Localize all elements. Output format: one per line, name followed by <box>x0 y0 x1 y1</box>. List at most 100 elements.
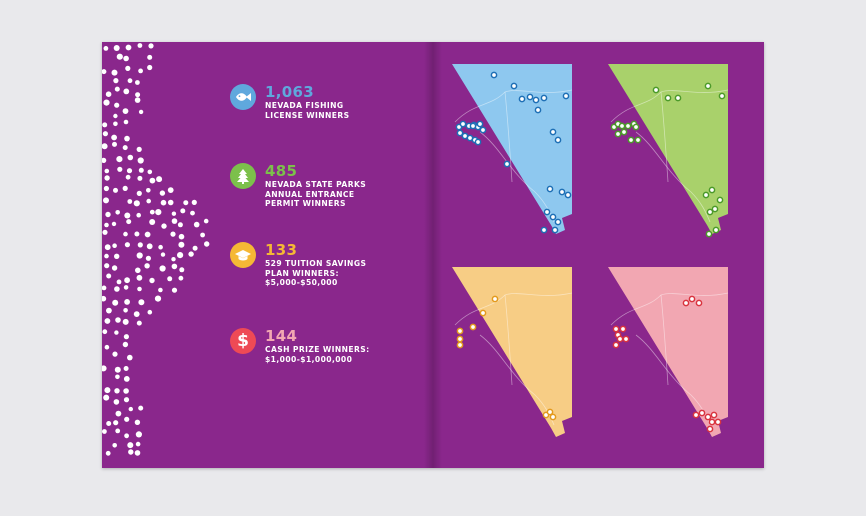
pattern-dot <box>171 287 178 293</box>
pattern-dot <box>104 222 109 228</box>
stat-number: 485 <box>265 162 298 180</box>
winner-marker <box>491 295 499 303</box>
pattern-dot <box>123 88 130 95</box>
pattern-dot <box>104 263 110 269</box>
pattern-dot <box>106 421 112 426</box>
pattern-dot <box>102 143 108 150</box>
winner-marker <box>456 129 464 137</box>
pattern-dot <box>124 416 130 422</box>
pattern-dot <box>137 242 143 248</box>
winner-marker <box>543 208 551 216</box>
pattern-dot <box>113 187 118 193</box>
winner-marker <box>456 327 464 335</box>
nevada-map-shape <box>452 64 572 234</box>
nevada-map-shape <box>608 267 728 437</box>
winner-marker <box>620 128 628 136</box>
pattern-dot <box>134 231 140 237</box>
winner-marker <box>618 122 626 130</box>
pattern-dot <box>136 274 143 281</box>
winner-marker <box>627 136 635 144</box>
pattern-dot <box>133 311 140 317</box>
winner-marker <box>479 126 487 134</box>
pattern-dot <box>105 91 112 97</box>
pattern-dot <box>104 175 110 181</box>
pattern-dot <box>170 231 176 237</box>
winner-marker <box>540 226 548 234</box>
pattern-dot <box>133 200 140 207</box>
pattern-dot <box>123 334 129 340</box>
pattern-dot <box>123 231 128 237</box>
pattern-dot <box>159 265 166 272</box>
pattern-dot <box>135 441 141 447</box>
pattern-dot <box>122 145 128 151</box>
winner-marker <box>614 130 622 138</box>
winner-marker <box>712 226 720 234</box>
winner-marker <box>622 335 630 343</box>
pattern-dot <box>144 263 150 269</box>
pattern-dot <box>137 286 142 292</box>
pattern-dot <box>102 295 107 302</box>
winner-marker <box>664 94 672 102</box>
pattern-dot <box>114 102 120 108</box>
winner-marker <box>716 196 724 204</box>
pattern-dot <box>191 199 197 205</box>
pattern-dot <box>105 450 111 456</box>
pattern-dot <box>138 299 145 306</box>
pattern-dot <box>122 108 129 114</box>
pattern-dot <box>190 210 195 216</box>
pattern-dot <box>149 209 155 215</box>
pattern-dot <box>115 428 121 434</box>
pattern-dot <box>124 135 130 142</box>
pattern-dot <box>113 399 120 405</box>
road-line <box>454 89 573 123</box>
pattern-dot <box>124 277 130 284</box>
pattern-dot <box>148 43 154 49</box>
pattern-dot <box>144 231 151 238</box>
stat-fishing: 1,063 NEVADA FISHING LICENSE WINNERS <box>230 84 350 120</box>
pattern-dot <box>123 397 130 403</box>
dollar-icon: $ <box>230 328 256 354</box>
pattern-dot <box>167 199 174 206</box>
pattern-dot <box>138 68 143 74</box>
dot-pattern <box>102 43 210 456</box>
pattern-dot <box>200 232 205 238</box>
pattern-dot <box>115 410 122 417</box>
pattern-dot <box>104 253 109 259</box>
pattern-dot <box>111 265 118 271</box>
pattern-dot <box>123 55 129 62</box>
pattern-dot <box>146 243 153 250</box>
winner-marker <box>718 92 726 100</box>
pattern-dot <box>161 223 167 229</box>
pattern-dot <box>178 241 185 248</box>
pattern-dot <box>136 190 142 196</box>
pattern-dot <box>111 134 117 141</box>
pattern-dot <box>122 318 129 325</box>
pattern-dot <box>116 156 123 163</box>
stat-number: 133 <box>265 241 298 259</box>
stat-label: NEVADA STATE PARKS ANNUAL ENTRANCE PERMI… <box>265 180 367 208</box>
winner-marker <box>456 335 464 343</box>
fish-icon <box>230 84 256 110</box>
pattern-dot <box>156 176 163 183</box>
pattern-dot <box>114 330 119 335</box>
winner-marker <box>652 86 660 94</box>
pattern-dot <box>137 175 143 181</box>
pattern-dot <box>117 166 123 172</box>
pattern-dot <box>147 309 153 315</box>
pattern-dot <box>138 405 144 411</box>
pattern-dot <box>112 351 118 357</box>
pattern-dot <box>123 285 129 290</box>
pattern-dot <box>113 113 118 119</box>
winner-marker <box>558 188 566 196</box>
pattern-dot <box>137 43 143 48</box>
pattern-dot <box>204 241 210 247</box>
winner-marker <box>705 230 713 238</box>
winner-marker <box>695 299 703 307</box>
winner-marker <box>546 408 554 416</box>
pattern-dot <box>126 168 133 174</box>
pattern-dot <box>135 80 140 85</box>
pattern-dot <box>138 167 144 173</box>
pattern-dot <box>127 354 133 361</box>
pattern-dot <box>135 92 141 98</box>
pattern-dot <box>127 154 134 161</box>
